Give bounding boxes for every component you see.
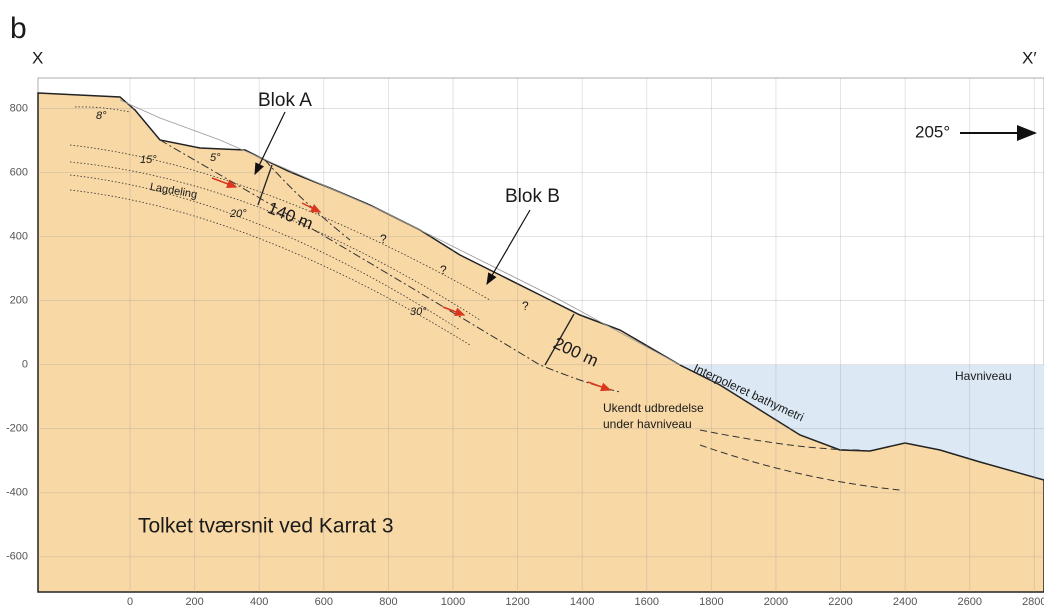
dip-label: 15° [140, 154, 157, 166]
block-label: Blok A [258, 90, 312, 111]
x-tick-label: 1400 [570, 596, 594, 608]
y-tick-label: -600 [6, 551, 28, 563]
y-tick-label: 200 [10, 294, 28, 306]
endpoint: X [32, 48, 43, 67]
y-tick-label: 0 [22, 359, 28, 371]
y-tick-label: -400 [6, 487, 28, 499]
x-tick-label: 1800 [699, 596, 723, 608]
endpoint: X′ [1022, 48, 1037, 67]
block-label: Blok B [505, 186, 560, 207]
cross-section: b X X′ 205° Blok A Blok B 140 m 200 m 8°… [0, 0, 1044, 610]
x-tick-label: 2800 [1022, 596, 1044, 608]
dip-label: 8° [96, 110, 107, 122]
y-tick-label: 800 [10, 102, 28, 114]
unknown-mark: ? [440, 263, 447, 277]
extent-label: Ukendt udbredelse [603, 401, 704, 415]
y-tick-label: -200 [6, 423, 28, 435]
dip-label: 20° [229, 208, 247, 220]
x-tick-label: 200 [185, 596, 203, 608]
x-tick-label: 600 [315, 596, 333, 608]
x-tick-label: 2600 [957, 596, 981, 608]
unknown-mark: ? [380, 232, 387, 246]
panel-label: b [10, 12, 27, 45]
sea-level-label: Havniveau [955, 369, 1012, 383]
x-tick-label: 1000 [441, 596, 465, 608]
y-tick-label: 400 [10, 230, 28, 242]
x-tick-label: 800 [379, 596, 397, 608]
x-tick-label: 1200 [505, 596, 529, 608]
x-tick-label: 1600 [635, 596, 659, 608]
title: Tolket tværsnit ved Karrat 3 [138, 515, 394, 538]
x-tick-label: 2000 [764, 596, 788, 608]
x-tick-label: 2400 [893, 596, 917, 608]
direction: 205° [915, 122, 950, 141]
extent-label: under havniveau [603, 417, 692, 431]
dip-label: 5° [210, 152, 221, 164]
x-tick-label: 400 [250, 596, 268, 608]
unknown-mark: ? [522, 299, 529, 313]
y-tick-label: 600 [10, 166, 28, 178]
x-tick-label: 2200 [828, 596, 852, 608]
x-tick-label: 0 [127, 596, 133, 608]
dip-label: 30° [410, 306, 427, 318]
